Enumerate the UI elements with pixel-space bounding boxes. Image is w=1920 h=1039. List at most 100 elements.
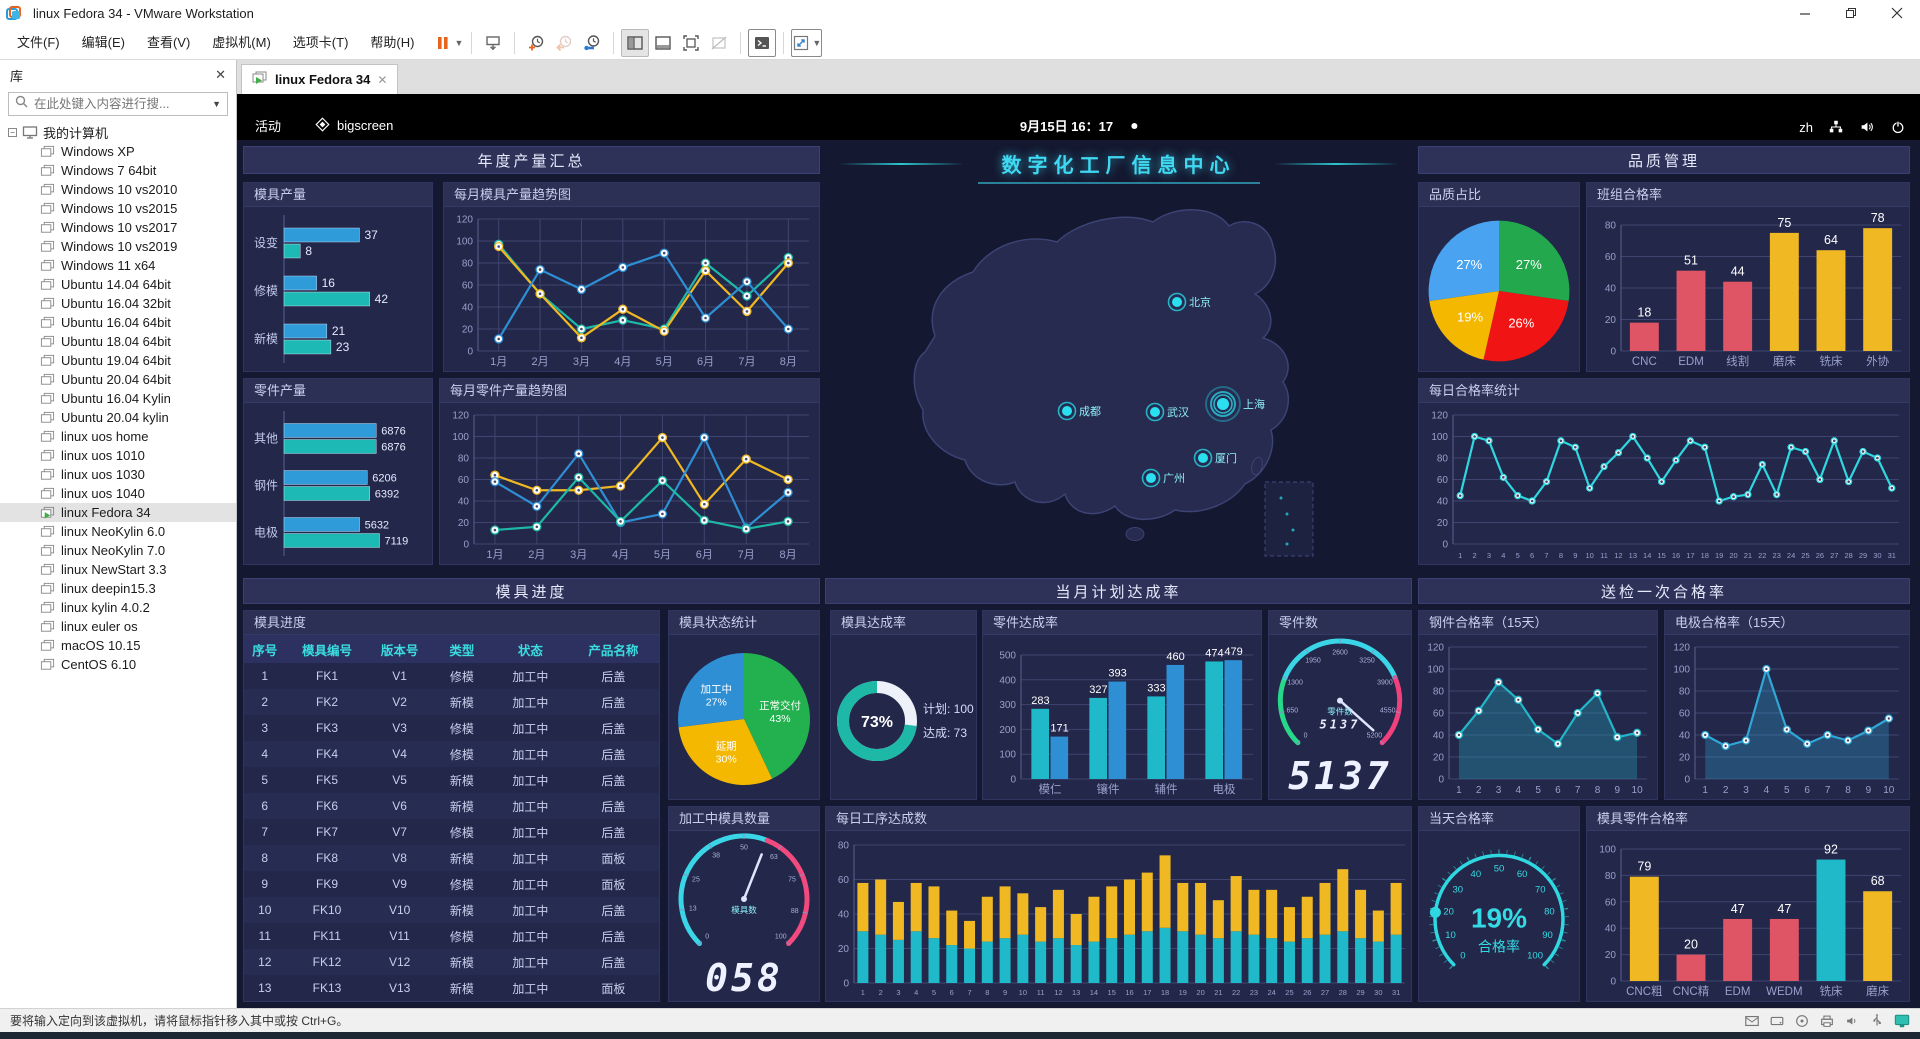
unity-mode-button[interactable] <box>705 29 733 57</box>
city-marker-广州[interactable]: 广州 <box>1141 468 1186 488</box>
vm-item-centos-6-10[interactable]: CentOS 6.10 <box>0 655 236 674</box>
volume-icon[interactable] <box>1859 119 1875 135</box>
library-close-icon[interactable]: ✕ <box>215 67 226 82</box>
vm-item-linux-uos-1010[interactable]: linux uos 1010 <box>0 446 236 465</box>
svg-text:40: 40 <box>1471 869 1482 880</box>
svg-text:500: 500 <box>999 651 1016 662</box>
vm-item-linux-uos-1030[interactable]: linux uos 1030 <box>0 465 236 484</box>
show-console-view-button[interactable] <box>748 28 777 57</box>
power-icon[interactable] <box>1890 119 1906 135</box>
dropdown-arrow-icon[interactable]: ▼ <box>812 37 822 48</box>
svg-text:75: 75 <box>1777 216 1791 230</box>
menu-item-4[interactable]: 选项卡(T) <box>292 34 349 50</box>
menu-item-1[interactable]: 编辑(E) <box>81 34 125 50</box>
svg-text:60: 60 <box>1433 709 1445 720</box>
vm-item-linux-kylin-4-0-2[interactable]: linux kylin 4.0.2 <box>0 598 236 617</box>
menu-item-2[interactable]: 查看(V) <box>146 34 191 50</box>
app-menu[interactable]: bigscreen <box>315 116 393 135</box>
network-icon[interactable] <box>1828 119 1844 135</box>
panel-today-pass-rate: 当天合格率 0 10 20 30 40 50 60 70 80 90 100 19% 合格率 <box>1418 806 1580 1002</box>
sound-icon[interactable] <box>1844 1013 1860 1029</box>
search-dropdown-icon[interactable]: ▼ <box>212 99 221 109</box>
city-marker-成都[interactable]: 成都 <box>1057 401 1102 421</box>
menu-item-5[interactable]: 帮助(H) <box>370 34 415 50</box>
vm-item-ubuntu-19-04-64bit[interactable]: Ubuntu 19.04 64bit <box>0 351 236 370</box>
vm-item-ubuntu-16-04-64bit[interactable]: Ubuntu 16.04 64bit <box>0 313 236 332</box>
usb-icon[interactable] <box>1869 1013 1885 1029</box>
cdrom-icon[interactable] <box>1794 1013 1810 1029</box>
city-marker-武汉[interactable]: 武汉 <box>1145 402 1190 422</box>
tree-root-my-computer[interactable]: − 我的计算机 <box>0 122 236 142</box>
minimize-button[interactable] <box>1782 0 1828 26</box>
vm-item-linux-uos-1040[interactable]: linux uos 1040 <box>0 484 236 503</box>
hdd-icon[interactable] <box>1769 1013 1785 1029</box>
dashboard-title: 数字化工厂信息中心 <box>977 145 1260 184</box>
svg-text:14: 14 <box>1643 551 1651 560</box>
svg-text:北京: 北京 <box>1189 295 1211 309</box>
stretch-guest-button[interactable]: ▼ <box>791 28 823 57</box>
svg-text:50: 50 <box>740 845 748 852</box>
svg-text:40: 40 <box>1437 497 1449 508</box>
toggle-thumbnail-bar-button[interactable] <box>649 29 677 57</box>
svg-text:WEDM: WEDM <box>1766 986 1802 998</box>
monthly-parts-trend-chart: 0 20 40 60 80 100 120 1月 2月 3月 4月 5月 6月 7月 8月 <box>452 411 809 561</box>
vm-item-windows-10-vs2015[interactable]: Windows 10 vs2015 <box>0 199 236 218</box>
vm-item-windows-10-vs2017[interactable]: Windows 10 vs2017 <box>0 218 236 237</box>
printer-icon[interactable] <box>1819 1013 1835 1029</box>
vm-item-ubuntu-14-04-64bit[interactable]: Ubuntu 14.04 64bit <box>0 275 236 294</box>
send-ctrl-alt-del-button[interactable] <box>479 29 507 57</box>
steel-pass-rate-chart: 0 20 40 60 80 100 120 1 2 3 4 5 6 7 8 9 10 <box>1427 643 1647 796</box>
vm-item-macos-10-15[interactable]: macOS 10.15 <box>0 636 236 655</box>
search-input[interactable] <box>34 97 207 111</box>
tab-linux-fedora-34[interactable]: linux Fedora 34 ✕ <box>241 64 399 94</box>
take-snapshot-button[interactable] <box>522 29 550 57</box>
input-language-indicator[interactable]: zh <box>1799 119 1813 135</box>
vm-item-windows-7-64bit[interactable]: Windows 7 64bit <box>0 161 236 180</box>
vm-item-windows-10-vs2010[interactable]: Windows 10 vs2010 <box>0 180 236 199</box>
clock-menu[interactable]: 9月15日 16：17 <box>1020 116 1138 135</box>
city-marker-北京[interactable]: 北京 <box>1167 292 1212 312</box>
suspend-vm-button[interactable]: ▼ <box>433 29 464 57</box>
svg-text:25: 25 <box>1285 988 1293 997</box>
vm-item-linux-neokylin-6-0[interactable]: linux NeoKylin 6.0 <box>0 522 236 541</box>
vm-item-linux-deepin15-3[interactable]: linux deepin15.3 <box>0 579 236 598</box>
city-marker-厦门[interactable]: 厦门 <box>1193 448 1238 468</box>
city-marker-上海[interactable]: 上海 <box>1205 386 1265 422</box>
vm-item-ubuntu-16-04-kylin[interactable]: Ubuntu 16.04 Kylin <box>0 389 236 408</box>
menu-list: 文件(F) 编辑(E) 查看(V) 虚拟机(M) 选项卡(T) 帮助(H) <box>6 26 425 60</box>
toolbar-separator <box>471 31 473 54</box>
menu-item-0[interactable]: 文件(F) <box>17 34 60 50</box>
vm-item-linux-euler-os[interactable]: linux euler os <box>0 617 236 636</box>
revert-snapshot-button[interactable] <box>550 29 578 57</box>
svg-text:120: 120 <box>456 215 473 226</box>
close-button[interactable] <box>1874 0 1920 26</box>
vm-item-windows-10-vs2019[interactable]: Windows 10 vs2019 <box>0 237 236 256</box>
panel-mold-status: 模具状态统计 正常交付 43% 延期 30% 加工中 27% <box>668 610 820 800</box>
display-icon[interactable] <box>1894 1013 1910 1029</box>
restore-button[interactable] <box>1828 0 1874 26</box>
vm-item-linux-newstart-3-3[interactable]: linux NewStart 3.3 <box>0 560 236 579</box>
vm-screen[interactable]: 活动 bigscreen 9月15日 16：17 zh 年度产量汇总 <box>237 94 1920 1008</box>
vm-item-linux-neokylin-7-0[interactable]: linux NeoKylin 7.0 <box>0 541 236 560</box>
vm-item-ubuntu-18-04-64bit[interactable]: Ubuntu 18.04 64bit <box>0 332 236 351</box>
vm-item-ubuntu-20-04-kylin[interactable]: Ubuntu 20.04 kylin <box>0 408 236 427</box>
dropdown-arrow-icon[interactable]: ▼ <box>454 37 464 48</box>
vm-item-windows-xp[interactable]: Windows XP <box>0 142 236 161</box>
message-log-icon[interactable] <box>1744 1013 1760 1029</box>
monthly-mold-trend-chart: 0 20 40 60 80 100 120 1月 2月 3月 4月 5月 6月 7月 8月 <box>456 215 809 368</box>
toggle-library-button[interactable] <box>621 28 650 57</box>
vm-item-linux-fedora-34[interactable]: linux Fedora 34 <box>0 503 236 522</box>
vm-icon <box>40 240 55 252</box>
vm-item-linux-uos-home[interactable]: linux uos home <box>0 427 236 446</box>
menu-item-3[interactable]: 虚拟机(M) <box>212 34 271 50</box>
svg-text:计划: 100: 计划: 100 <box>923 702 974 716</box>
table-row: 1 FK1 V1 修模 加工中 后盖 <box>261 669 626 684</box>
tab-close-icon[interactable]: ✕ <box>377 72 388 87</box>
vm-item-ubuntu-20-04-64bit[interactable]: Ubuntu 20.04 64bit <box>0 370 236 389</box>
vm-item-windows-11-x64[interactable]: Windows 11 x64 <box>0 256 236 275</box>
activities-button[interactable]: 活动 <box>255 119 282 134</box>
snapshot-manager-button[interactable] <box>578 29 606 57</box>
vm-item-ubuntu-16-04-32bit[interactable]: Ubuntu 16.04 32bit <box>0 294 236 313</box>
expander-icon[interactable]: − <box>8 127 17 137</box>
fullscreen-button[interactable] <box>677 29 705 57</box>
